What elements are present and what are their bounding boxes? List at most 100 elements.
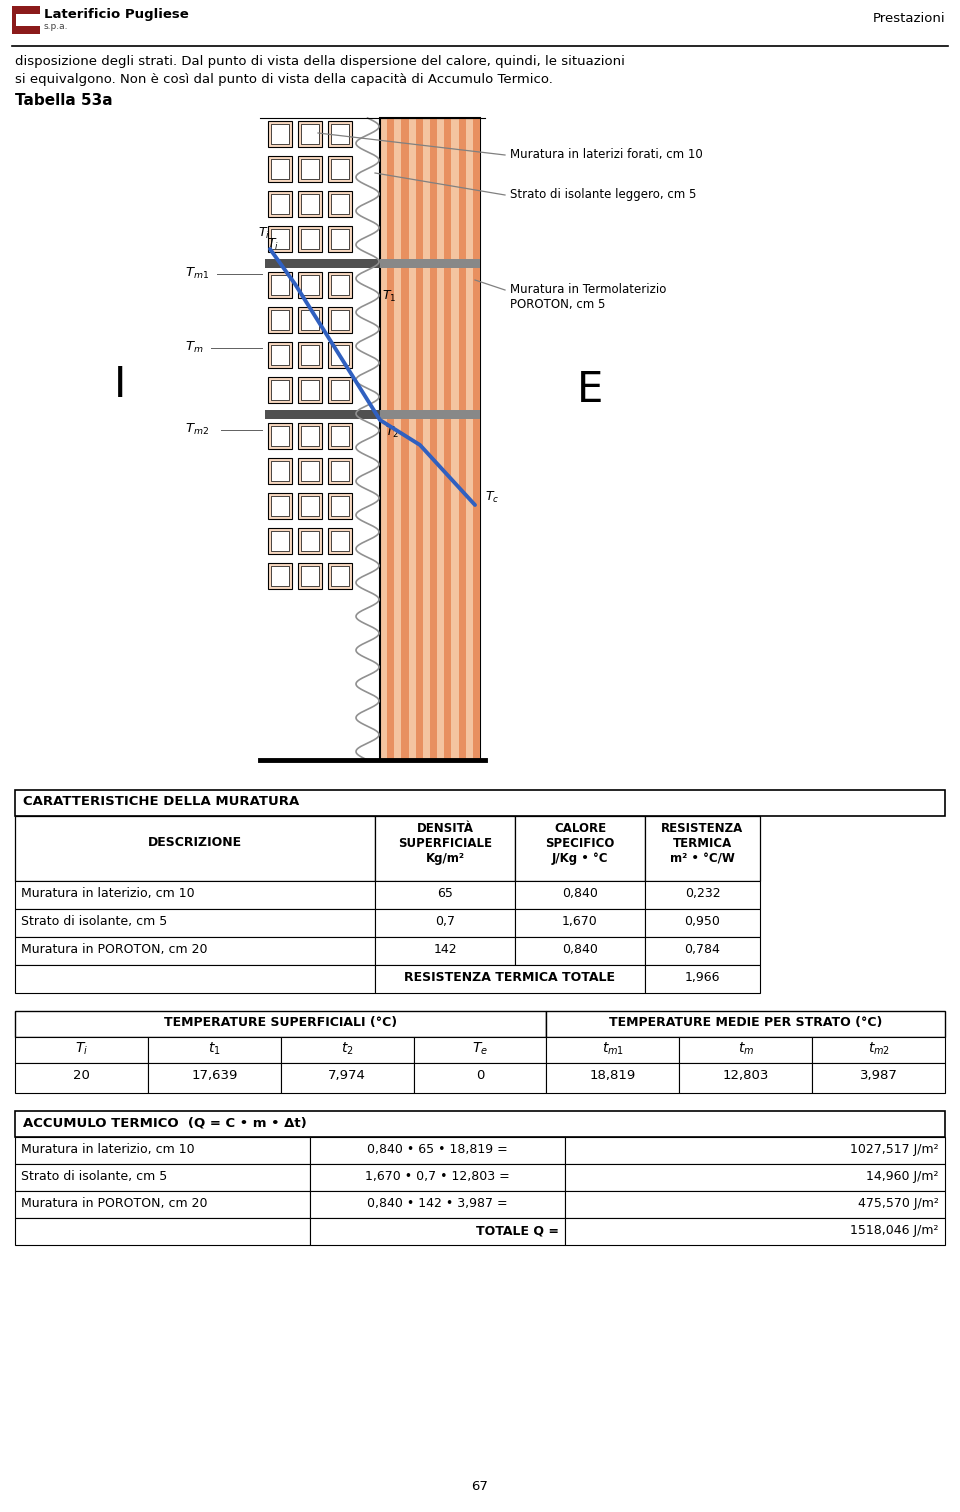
Text: CALORE
SPECIFICO
J/Kg • °C: CALORE SPECIFICO J/Kg • °C [545, 823, 614, 865]
Bar [331, 159, 349, 178]
Text: ACCUMULO TERMICO  (Q = C • m • Δt): ACCUMULO TERMICO (Q = C • m • Δt) [23, 1116, 307, 1129]
Bar [271, 275, 289, 295]
Bar [310, 1219, 565, 1244]
Bar [328, 493, 352, 519]
Bar [375, 881, 515, 909]
Bar [268, 307, 292, 333]
Text: $T_{m2}$: $T_{m2}$ [185, 422, 209, 437]
Text: Strato di isolante, cm 5: Strato di isolante, cm 5 [21, 1170, 167, 1182]
Bar [15, 881, 375, 909]
Text: 0,840: 0,840 [562, 943, 598, 956]
Bar [328, 376, 352, 404]
Text: $T_{m1}$: $T_{m1}$ [185, 266, 209, 281]
Text: $T_1$: $T_1$ [382, 289, 396, 304]
Bar [375, 965, 645, 993]
Bar [265, 410, 480, 419]
Bar [301, 496, 319, 516]
Bar [331, 496, 349, 516]
Bar [331, 124, 349, 144]
Text: 1,966: 1,966 [684, 971, 720, 984]
Bar [328, 562, 352, 590]
Bar [298, 376, 322, 404]
Text: 3,987: 3,987 [859, 1069, 898, 1083]
Bar [148, 1037, 280, 1063]
Bar [298, 528, 322, 553]
Bar [328, 272, 352, 298]
Bar [331, 531, 349, 550]
Text: 20: 20 [73, 1069, 90, 1083]
Bar [298, 121, 322, 147]
Text: $t_{m1}$: $t_{m1}$ [602, 1040, 624, 1057]
Text: Strato di isolante leggero, cm 5: Strato di isolante leggero, cm 5 [510, 187, 696, 201]
Bar [268, 458, 292, 484]
Bar [328, 528, 352, 553]
Bar [565, 1164, 945, 1191]
Bar [328, 191, 352, 218]
Text: 142: 142 [433, 943, 457, 956]
Bar [298, 225, 322, 253]
Bar [331, 345, 349, 364]
Bar [15, 1164, 310, 1191]
Bar [298, 493, 322, 519]
Bar [301, 461, 319, 481]
Bar [301, 275, 319, 295]
Bar [268, 225, 292, 253]
Bar [310, 1164, 565, 1191]
Bar [645, 881, 760, 909]
Bar [271, 194, 289, 215]
Bar [645, 965, 760, 993]
Text: $T_2$: $T_2$ [385, 425, 399, 440]
Text: Laterificio Pugliese: Laterificio Pugliese [44, 8, 189, 21]
Text: 0,840 • 142 • 3,987 =: 0,840 • 142 • 3,987 = [367, 1198, 508, 1210]
Text: s.p.a.: s.p.a. [44, 23, 68, 32]
Bar [301, 310, 319, 330]
Bar [268, 156, 292, 181]
Bar [15, 909, 375, 937]
Bar [565, 1137, 945, 1164]
Text: $t_{m2}$: $t_{m2}$ [868, 1040, 890, 1057]
Bar [15, 1037, 148, 1063]
Text: 1,670: 1,670 [563, 915, 598, 928]
Bar [380, 118, 480, 761]
Text: TEMPERATURE MEDIE PER STRATO (°C): TEMPERATURE MEDIE PER STRATO (°C) [609, 1016, 882, 1030]
Text: Tabella 53a: Tabella 53a [15, 94, 112, 107]
Bar [271, 496, 289, 516]
Bar [271, 565, 289, 587]
Bar [301, 380, 319, 401]
Bar [298, 423, 322, 449]
Text: 0,840 • 65 • 18,819 =: 0,840 • 65 • 18,819 = [367, 1143, 508, 1157]
Bar [15, 816, 375, 881]
Text: 1,670 • 0,7 • 12,803 =: 1,670 • 0,7 • 12,803 = [365, 1170, 510, 1182]
Bar [298, 156, 322, 181]
Text: TOTALE Q =: TOTALE Q = [476, 1225, 559, 1237]
Text: 0,232: 0,232 [684, 888, 720, 900]
Text: 65: 65 [437, 888, 453, 900]
Bar [15, 1219, 310, 1244]
Bar [331, 310, 349, 330]
Bar [414, 1037, 546, 1063]
Bar [328, 156, 352, 181]
Text: disposizione degli strati. Dal punto di vista della dispersione del calore, quin: disposizione degli strati. Dal punto di … [15, 54, 625, 68]
Bar [444, 118, 451, 761]
Text: Muratura in POROTON, cm 20: Muratura in POROTON, cm 20 [21, 1198, 207, 1210]
Text: Strato di isolante, cm 5: Strato di isolante, cm 5 [21, 915, 167, 928]
Text: E: E [577, 369, 603, 411]
Bar [515, 881, 645, 909]
Text: POROTON, cm 5: POROTON, cm 5 [510, 298, 606, 311]
Text: 18,819: 18,819 [589, 1069, 636, 1083]
Bar [268, 423, 292, 449]
Text: TEMPERATURE SUPERFICIALI (°C): TEMPERATURE SUPERFICIALI (°C) [164, 1016, 397, 1030]
Bar [546, 1063, 680, 1093]
Bar [298, 562, 322, 590]
Bar [546, 1012, 945, 1037]
Bar [15, 937, 375, 965]
Text: $T_c$: $T_c$ [485, 490, 499, 505]
Bar [268, 272, 292, 298]
Bar [375, 816, 515, 881]
Bar [459, 118, 466, 761]
Bar [301, 426, 319, 446]
Text: $T_m$: $T_m$ [185, 340, 204, 355]
Bar [416, 118, 422, 761]
Bar [298, 307, 322, 333]
Bar [645, 937, 760, 965]
